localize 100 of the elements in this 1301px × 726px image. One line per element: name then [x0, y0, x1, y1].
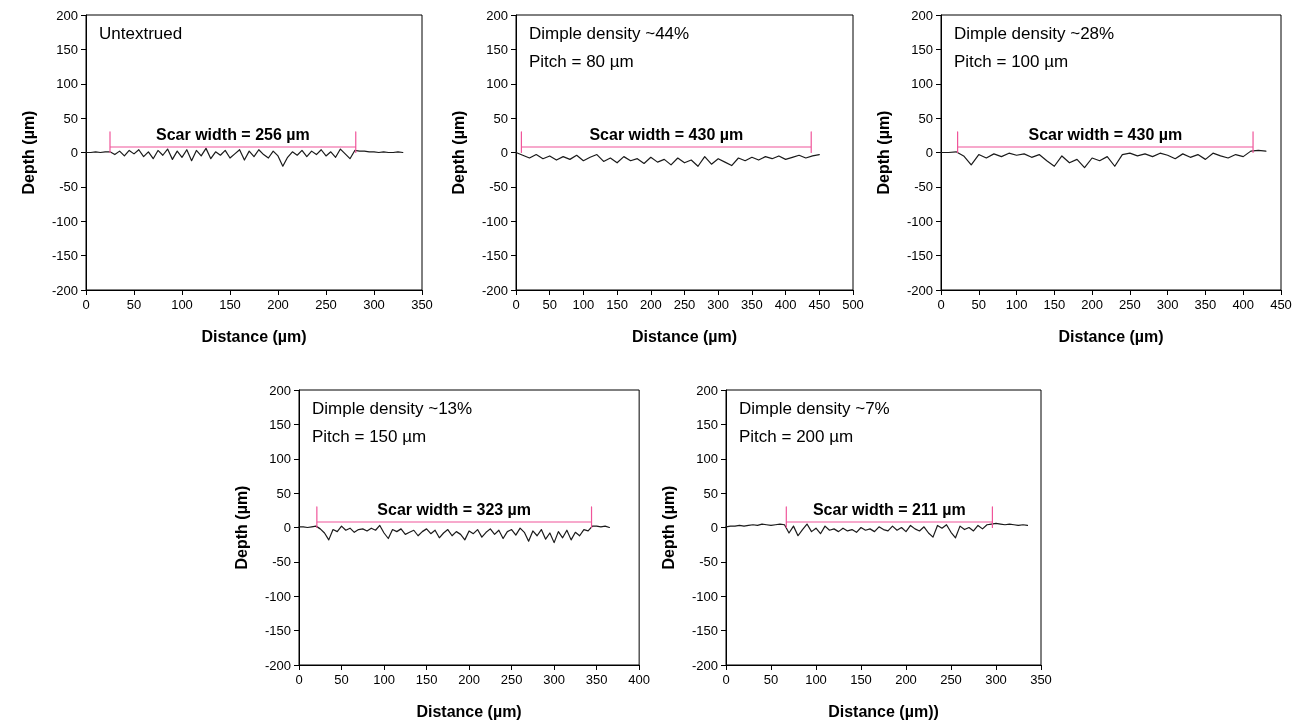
y-tick-label: -100 — [906, 213, 933, 229]
y-tick-label: 50 — [63, 110, 78, 126]
x-tick-label: 100 — [805, 672, 827, 687]
y-tick-label: 200 — [696, 382, 718, 398]
x-tick-label: 200 — [1081, 297, 1103, 312]
x-tick-label: 50 — [971, 297, 987, 312]
y-axis-title: Depth (µm) — [449, 110, 467, 195]
annotation: Pitch = 80 µm — [529, 52, 634, 71]
y-tick-label: -50 — [699, 554, 718, 570]
line-series — [515, 151, 820, 167]
x-tick-label: 50 — [763, 672, 779, 687]
line-series — [298, 524, 610, 544]
annotation: Pitch = 100 µm — [954, 52, 1069, 71]
y-tick-label: -150 — [51, 248, 78, 264]
annotation: Dimple density ~44% — [529, 24, 690, 43]
x-tick-label: 300 — [707, 297, 730, 312]
y-tick-label: 150 — [911, 41, 933, 57]
y-tick-label: 150 — [56, 41, 78, 57]
y-tick-label: 0 — [70, 145, 78, 160]
x-axis-title: Distance (µm) — [416, 702, 522, 720]
x-tick-label: 200 — [639, 297, 662, 312]
y-tick-label: -200 — [481, 282, 508, 298]
y-tick-label: -150 — [264, 623, 291, 639]
x-tick-label: 350 — [411, 297, 433, 312]
y-tick-label: 0 — [500, 145, 508, 160]
x-tick-label: 350 — [1194, 297, 1217, 312]
x-tick-label: 0 — [82, 297, 90, 312]
y-tick-label: -50 — [59, 179, 78, 195]
y-tick-label: -100 — [264, 588, 291, 604]
x-tick-label: 450 — [1270, 297, 1292, 312]
y-tick-label: -100 — [691, 588, 718, 604]
y-tick-label: -200 — [906, 282, 933, 298]
x-tick-label: 400 — [1232, 297, 1255, 312]
y-tick-label: -200 — [691, 657, 718, 673]
y-tick-label: 0 — [283, 520, 291, 535]
x-tick-label: 500 — [842, 297, 864, 312]
x-tick-label: 350 — [585, 672, 608, 687]
x-tick-label: 300 — [543, 672, 565, 687]
x-tick-label: 150 — [606, 297, 628, 312]
x-tick-label: 250 — [940, 672, 962, 687]
x-tick-label: 350 — [741, 297, 763, 312]
x-axis-title: Distance (µm) — [201, 327, 307, 345]
x-tick-label: 200 — [458, 672, 480, 687]
x-tick-label: 300 — [1156, 297, 1179, 312]
y-tick-label: 0 — [925, 145, 933, 160]
x-tick-label: 150 — [219, 297, 241, 312]
x-tick-label: 250 — [500, 672, 523, 687]
y-tick-label: -50 — [272, 554, 291, 570]
x-tick-label: 150 — [850, 672, 872, 687]
y-tick-label: -150 — [906, 248, 933, 264]
x-tick-label: 150 — [415, 672, 438, 687]
y-tick-label: 200 — [486, 7, 508, 23]
x-tick-label: 100 — [373, 672, 395, 687]
line-series — [940, 149, 1267, 169]
x-axis-title: Distance (µm) — [1058, 327, 1164, 345]
y-tick-label: 100 — [56, 76, 78, 92]
y-tick-label: -50 — [914, 179, 933, 195]
y-tick-label: -150 — [481, 248, 508, 264]
x-tick-label: 300 — [363, 297, 385, 312]
x-tick-label: 50 — [126, 297, 142, 312]
y-axis-title: Depth (µm) — [232, 485, 250, 570]
x-tick-label: 400 — [774, 297, 797, 312]
x-tick-label: 50 — [542, 297, 557, 312]
annotation: Pitch = 200 µm — [739, 427, 854, 446]
y-tick-label: 200 — [269, 382, 291, 398]
y-tick-label: 100 — [269, 451, 291, 467]
annotation: Dimple density ~13% — [312, 399, 473, 418]
y-tick-label: 100 — [486, 76, 508, 92]
y-tick-label: 0 — [710, 520, 718, 535]
y-tick-label: -100 — [51, 213, 78, 229]
x-tick-label: 400 — [628, 672, 651, 687]
x-tick-label: 0 — [937, 297, 945, 312]
y-tick-label: -150 — [691, 623, 718, 639]
y-tick-label: 150 — [486, 41, 508, 57]
y-tick-label: 100 — [911, 76, 933, 92]
line-series — [85, 147, 404, 167]
x-tick-label: 250 — [673, 297, 696, 312]
y-axis-title: Depth (µm) — [659, 485, 677, 570]
y-axis-title: Depth (µm) — [19, 110, 37, 195]
y-tick-label: 50 — [918, 110, 933, 126]
y-tick-label: 50 — [493, 110, 508, 126]
x-tick-label: 0 — [512, 297, 520, 312]
annotation: Dimple density ~28% — [954, 24, 1115, 43]
annotation: Scar width = 430 µm — [589, 125, 744, 143]
y-tick-label: 100 — [696, 451, 718, 467]
y-tick-label: 50 — [703, 485, 718, 501]
x-tick-label: 150 — [1043, 297, 1066, 312]
y-tick-label: -200 — [264, 657, 291, 673]
x-tick-label: 0 — [722, 672, 730, 687]
x-tick-label: 450 — [808, 297, 831, 312]
x-tick-label: 100 — [171, 297, 193, 312]
x-tick-label: 100 — [572, 297, 595, 312]
annotation: Untextrued — [99, 24, 183, 43]
x-axis-title: Distance (µm) — [631, 327, 738, 345]
annotation: Scar width = 323 µm — [377, 500, 532, 518]
y-tick-label: -200 — [51, 282, 78, 298]
x-tick-label: 250 — [1119, 297, 1141, 312]
x-tick-label: 200 — [895, 672, 917, 687]
y-tick-label: 200 — [56, 7, 78, 23]
y-tick-label: 150 — [696, 416, 718, 432]
